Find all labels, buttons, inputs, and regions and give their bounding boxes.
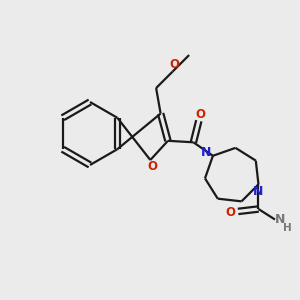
Text: H: H — [283, 223, 292, 233]
Text: N: N — [201, 146, 211, 159]
Text: N: N — [253, 185, 264, 198]
Text: O: O — [169, 58, 179, 71]
Text: O: O — [148, 160, 158, 173]
Text: O: O — [195, 108, 205, 121]
Text: O: O — [226, 206, 236, 219]
Text: N: N — [275, 213, 286, 226]
